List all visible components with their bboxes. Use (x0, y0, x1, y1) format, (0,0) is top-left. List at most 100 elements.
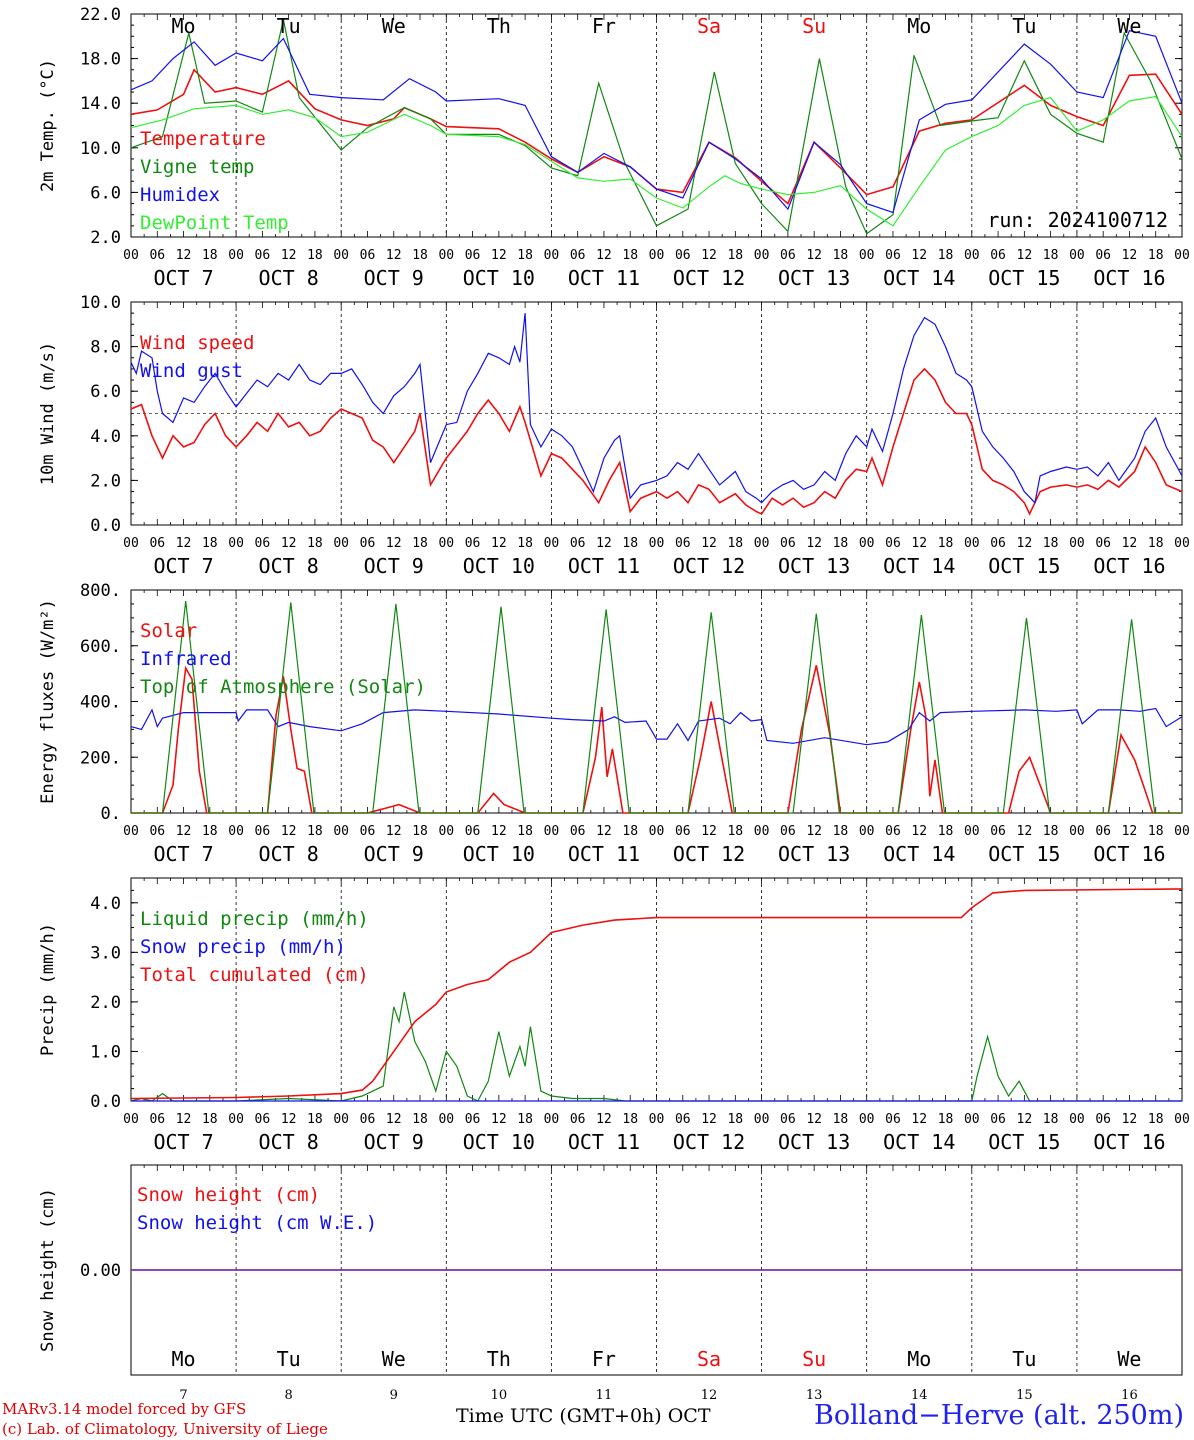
series-line-humidex (130, 30, 1183, 214)
hour-label: 12 (596, 248, 612, 263)
hour-label: 06 (885, 1112, 901, 1127)
hour-label: 06 (465, 1112, 481, 1127)
series-line-wind-speed (130, 367, 1183, 516)
hour-label: 00 (649, 1112, 665, 1127)
hour-label: 12 (806, 536, 822, 551)
hour-label: 00 (333, 1112, 349, 1127)
hour-label: 12 (1122, 536, 1138, 551)
hour-label: 00 (544, 1112, 560, 1127)
hour-label: 18 (517, 1112, 533, 1127)
hour-label: 12 (911, 824, 927, 839)
hour-label: 18 (938, 1112, 954, 1127)
y-tick-label: 0.00 (80, 1261, 121, 1281)
hour-label: 18 (833, 536, 849, 551)
hour-label: 18 (1043, 248, 1059, 263)
legend-entry: Vigne temp (140, 156, 254, 178)
series-line-total-cumulated-cm- (130, 888, 1183, 1100)
station-name: Bolland−Herve (alt. 250m) (814, 1400, 1184, 1431)
lab-credit: (c) Lab. of Climatology, University of L… (2, 1420, 328, 1438)
date-label: OCT 14 (883, 1130, 955, 1154)
hour-label: 18 (202, 536, 218, 551)
hour-label: 18 (1148, 1112, 1164, 1127)
hour-label: 00 (544, 824, 560, 839)
legend-entry: Snow precip (mm/h) (140, 936, 346, 958)
date-label: OCT 16 (1093, 1130, 1165, 1154)
hour-label: 06 (1095, 824, 1111, 839)
legend-entry: Snow height (cm W.E.) (137, 1212, 377, 1234)
hour-label: 18 (938, 536, 954, 551)
hour-label: 12 (491, 248, 507, 263)
hour-label: 00 (1069, 536, 1085, 551)
y-tick-label: 6.0 (90, 382, 121, 402)
hour-label: 00 (859, 1112, 875, 1127)
legend-entry: DewPoint Temp (140, 212, 289, 234)
hour-label: 00 (438, 824, 454, 839)
hour-label: 06 (675, 824, 691, 839)
hour-label: 06 (255, 824, 271, 839)
hour-label: 12 (596, 536, 612, 551)
panel-precip: 0.0 1.0 2.0 3.0 4.0 Precip (mm/h) Liquid preci… (38, 877, 1190, 1154)
y-tick-label: 800. (80, 581, 121, 601)
hour-label: 12 (281, 248, 297, 263)
hour-label: 00 (1069, 248, 1085, 263)
hour-label: 06 (149, 248, 165, 263)
day-number-label: 15 (1016, 1388, 1033, 1403)
panel-temp: 2.0 6.0 10.0 14.0 18.0 22.0 2m Temp. (°C) Tempe… (38, 5, 1190, 290)
hour-label: 12 (386, 1112, 402, 1127)
day-number-label: 11 (596, 1388, 613, 1403)
date-label: OCT 7 (153, 554, 213, 578)
date-label: OCT 15 (988, 554, 1060, 578)
hour-label: 06 (885, 248, 901, 263)
hour-label: 06 (990, 248, 1006, 263)
hour-label: 18 (202, 824, 218, 839)
legend-entry: Top of Atmosphere (Solar) (140, 676, 426, 698)
y-axis-label: 10m Wind (m/s) (38, 342, 58, 485)
hour-label: 00 (754, 248, 770, 263)
hour-label: 12 (701, 824, 717, 839)
weekday-label: Mo (172, 1347, 196, 1371)
date-label: OCT 9 (364, 554, 424, 578)
hour-label: 00 (964, 248, 980, 263)
date-label: OCT 12 (673, 1130, 745, 1154)
panel-energy: 0. 200. 400. 600. 800. Energy fluxes (W/m²) So… (38, 581, 1190, 866)
legend-entry: Infrared (140, 648, 232, 670)
hour-label: 18 (412, 1112, 428, 1127)
hour-label: 00 (754, 824, 770, 839)
date-label: OCT 13 (778, 266, 850, 290)
hour-label: 18 (938, 824, 954, 839)
hour-label: 18 (727, 248, 743, 263)
weekday-label: Mo (907, 14, 931, 38)
hour-label: 12 (1122, 248, 1138, 263)
hour-label: 00 (859, 536, 875, 551)
date-label: OCT 11 (568, 266, 640, 290)
hour-label: 00 (123, 536, 139, 551)
y-tick-label: 8.0 (90, 338, 121, 358)
y-axis-label: Snow height (cm) (38, 1188, 58, 1352)
hour-label: 06 (990, 1112, 1006, 1127)
y-axis-label: 2m Temp. (°C) (38, 59, 58, 192)
hour-label: 18 (307, 1112, 323, 1127)
legend-entry: Temperature (140, 128, 266, 150)
day-number-label: 12 (701, 1388, 718, 1403)
hour-label: 18 (517, 248, 533, 263)
date-label: OCT 15 (988, 266, 1060, 290)
weekday-label: Mo (907, 1347, 931, 1371)
hour-label: 18 (1148, 248, 1164, 263)
hour-label: 00 (123, 824, 139, 839)
hour-label: 06 (675, 536, 691, 551)
date-label: OCT 11 (568, 842, 640, 866)
hour-label: 12 (386, 248, 402, 263)
date-label: OCT 16 (1093, 266, 1165, 290)
hour-label: 00 (649, 536, 665, 551)
hour-label: 12 (806, 824, 822, 839)
day-number-label: 7 (179, 1388, 187, 1403)
series-line-wind-gust (130, 313, 1183, 504)
y-tick-label: 2.0 (90, 471, 121, 491)
y-tick-label: 22.0 (80, 5, 121, 25)
hour-label: 00 (1069, 824, 1085, 839)
y-tick-label: 4.0 (90, 427, 121, 447)
date-label: OCT 13 (778, 842, 850, 866)
hour-label: 18 (202, 248, 218, 263)
y-tick-label: 1.0 (90, 1042, 121, 1062)
hour-label: 18 (517, 824, 533, 839)
